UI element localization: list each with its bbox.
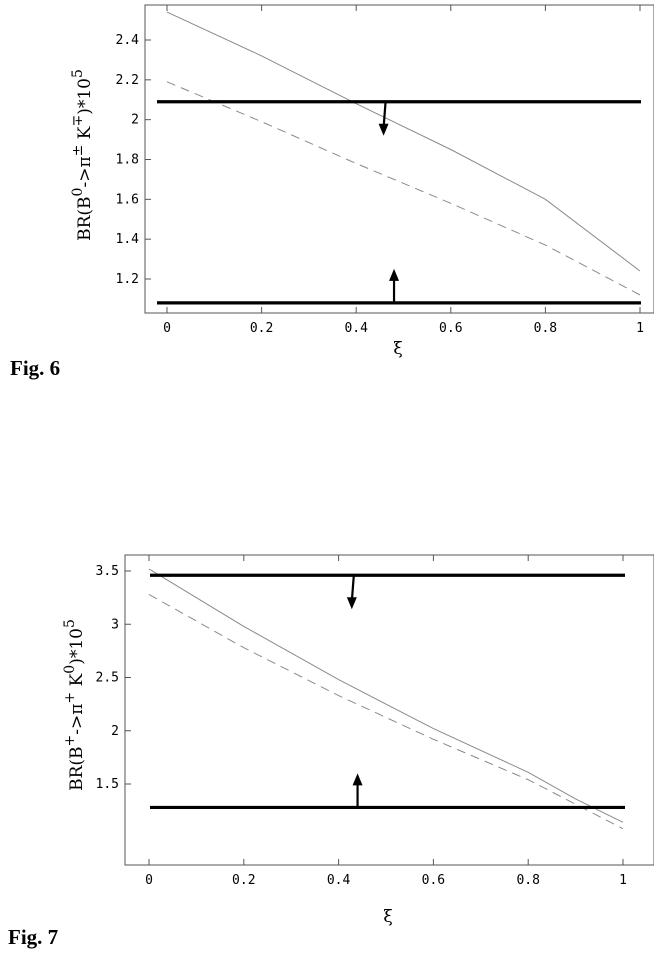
y-tick-label: 1.5: [96, 777, 119, 792]
x-tick-label: 0.4: [327, 873, 351, 888]
y-tick-label: 1.4: [116, 232, 140, 247]
arrowhead-down-icon: [346, 597, 357, 610]
y-axis-label: BR(B0->π± K∓)*105: [70, 69, 95, 241]
y-tick-label: 1.6: [116, 192, 139, 207]
y-tick-label: 2.2: [116, 73, 139, 88]
y-tick-label: 2.4: [116, 33, 140, 48]
chart-6: 0 0.2 0.4 0.6 0.8 1 1.2 1.4 1.6 1.8 2 2.2 2.4 ξ BR(B0-…: [10, 4, 654, 380]
series-line-dashed: [166, 81, 641, 296]
series-line-dashed: [148, 593, 624, 830]
y-axis-label: BR(B+->π+ K0)*105: [62, 619, 87, 791]
x-tick-label: 0.2: [250, 321, 273, 336]
figure-label: Fig. 7: [8, 925, 58, 949]
down-arrow-icon: [382, 101, 387, 128]
figure-label: Fig. 6: [10, 356, 60, 380]
x-tick-label: 0.8: [516, 873, 539, 888]
x-tick-label: 1: [636, 321, 644, 336]
x-tick-label: 0.8: [534, 321, 557, 336]
y-tick-label: 2: [111, 724, 119, 739]
y-tick-label: 2: [131, 113, 139, 128]
arrowhead-down-icon: [378, 123, 389, 136]
x-tick-label: 0.4: [344, 321, 368, 336]
y-tick-label: 2.5: [96, 671, 119, 686]
x-axis-label: ξ: [383, 907, 392, 927]
plot-frame: [144, 4, 654, 314]
y-tick-label: 3.5: [96, 564, 119, 579]
x-tick-label: 0: [163, 321, 171, 336]
x-axis-label: ξ: [393, 339, 402, 359]
arrowhead-up-icon: [352, 773, 363, 786]
y-tick-label: 1.2: [116, 272, 139, 287]
chart-7: 0 0.2 0.4 0.6 0.8 1 1.5 2 2.5 3 3.5 ξ BR(B+->π+ K0)*…: [8, 554, 654, 949]
down-arrow-icon: [350, 575, 355, 602]
arrowhead-up-icon: [389, 268, 400, 281]
x-tick-label: 0: [145, 873, 153, 888]
x-tick-label: 0.2: [232, 873, 255, 888]
series-line-solid: [148, 568, 624, 823]
x-tick-label: 1: [619, 873, 627, 888]
x-tick-label: 0.6: [422, 873, 445, 888]
series-line-solid: [166, 11, 641, 272]
y-tick-label: 1.8: [116, 153, 139, 168]
plot-frame: [124, 554, 654, 866]
x-tick-label: 0.6: [439, 321, 462, 336]
y-tick-label: 3: [111, 617, 119, 632]
